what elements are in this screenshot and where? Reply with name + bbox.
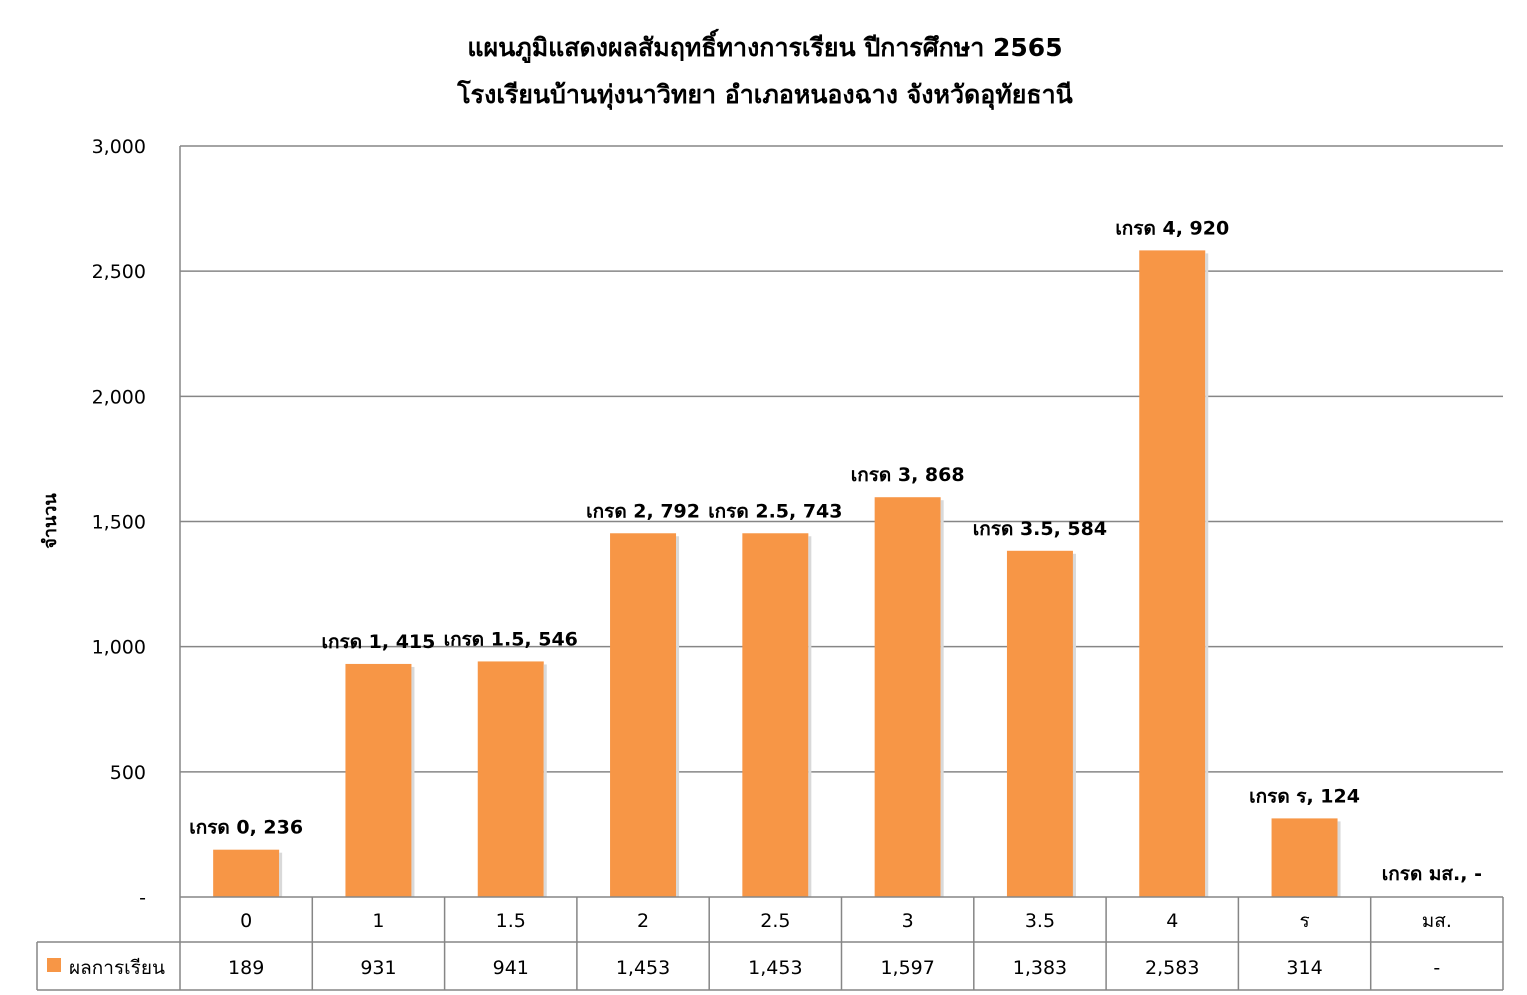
- bar: [874, 497, 941, 897]
- bar: [610, 533, 677, 897]
- data-label: เกรด 0, 236: [189, 817, 303, 839]
- table-value: 931: [360, 957, 396, 979]
- bar-shadow: [1205, 253, 1209, 897]
- y-tick-label: -: [139, 887, 146, 909]
- data-label: เกรด 1.5, 546: [444, 628, 578, 650]
- category-label: 3: [902, 910, 914, 932]
- y-tick-label: 2,500: [92, 261, 146, 283]
- category-label: 3.5: [1025, 910, 1055, 932]
- y-tick-label: 2,000: [92, 386, 146, 408]
- table-value: 1,453: [616, 957, 670, 979]
- category-label: 4: [1166, 910, 1178, 932]
- y-tick-labels: - 500 1,000 1,500 2,000 2,500 3,000: [92, 136, 146, 909]
- bar: [1139, 250, 1206, 897]
- data-label: เกรด 1, 415: [322, 631, 436, 653]
- bars: [213, 250, 1341, 897]
- category-label: 2.5: [760, 910, 790, 932]
- bar: [1271, 818, 1338, 897]
- data-label: เกรด 3, 868: [851, 464, 965, 486]
- chart-title-block: แผนภูมิแสดงผลสัมฤทธิ์ทางการเรียน ปีการศึ…: [456, 28, 1073, 111]
- bar-shadow: [411, 666, 415, 897]
- bar-shadow: [676, 536, 680, 897]
- bar: [213, 849, 280, 897]
- bar-shadow: [1337, 821, 1341, 897]
- data-labels: เกรด 0, 236 เกรด 1, 415 เกรด 1.5, 546 เกรด …: [189, 217, 1482, 885]
- table-value: 1,383: [1013, 957, 1067, 979]
- data-table: 0 189 1 931 1.5 941 2 1,453 2.5 1,453 3 1,597 3.5 1,3…: [36, 896, 1504, 991]
- y-axis-label: จำนวน: [40, 493, 61, 549]
- chart-subtitle: โรงเรียนบ้านทุ่งนาวิทยา อำเภอหนองฉาง จัง…: [456, 79, 1073, 111]
- bar-shadow: [543, 664, 547, 897]
- legend-swatch: [47, 958, 61, 972]
- category-label: 1: [372, 910, 384, 932]
- data-label: เกรด มส., -: [1382, 863, 1482, 885]
- bar-shadow: [940, 500, 944, 897]
- data-label: เกรด 3.5, 584: [973, 518, 1107, 540]
- category-label: 1.5: [496, 910, 526, 932]
- data-label: เกรด 2.5, 743: [708, 500, 842, 522]
- table-value: 2,583: [1145, 957, 1199, 979]
- category-label: 2: [637, 910, 649, 932]
- bar: [1006, 550, 1073, 897]
- y-tick-label: 1,000: [92, 637, 146, 659]
- legend-label: ผลการเรียน: [69, 957, 165, 979]
- table-value: 314: [1286, 957, 1322, 979]
- bar-shadow: [808, 536, 812, 897]
- data-label: เกรด 2, 792: [586, 500, 700, 522]
- table-value: 941: [493, 957, 529, 979]
- table-value: 189: [228, 957, 264, 979]
- y-tick-label: 1,500: [92, 512, 146, 534]
- table-value: 1,597: [880, 957, 934, 979]
- bar-shadow: [279, 852, 283, 897]
- data-label: เกรด 4, 920: [1115, 217, 1229, 239]
- bar: [345, 663, 412, 897]
- chart-title: แผนภูมิแสดงผลสัมฤทธิ์ทางการเรียน ปีการศึ…: [467, 28, 1062, 64]
- category-label: มส.: [1422, 910, 1452, 932]
- bar-shadow: [1072, 553, 1076, 897]
- bar: [742, 533, 809, 897]
- y-tick-label: 500: [110, 762, 146, 784]
- data-label: เกรด ร, 124: [1249, 785, 1360, 807]
- y-tick-label: 3,000: [92, 136, 146, 158]
- table-value: 1,453: [748, 957, 802, 979]
- gridlines: [179, 145, 1503, 897]
- category-label: ร: [1299, 910, 1309, 932]
- category-label: 0: [240, 910, 252, 932]
- table-value: -: [1433, 957, 1440, 979]
- bar: [477, 661, 544, 897]
